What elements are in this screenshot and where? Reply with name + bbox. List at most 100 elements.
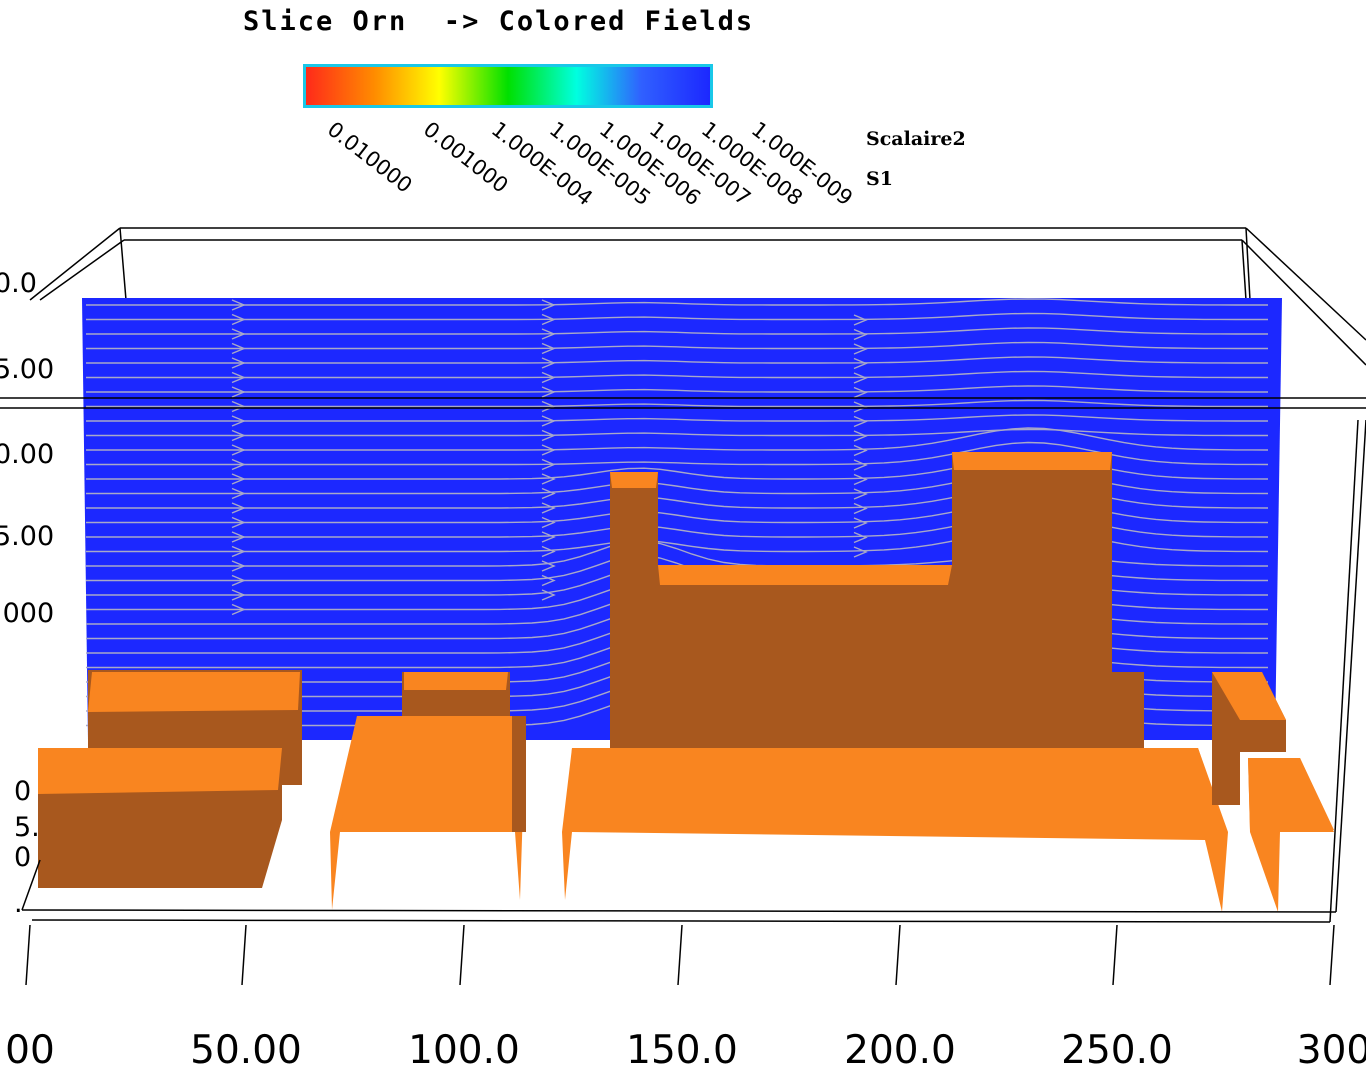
streamline-arrow [231,429,246,442]
streamline-arrow [231,386,246,398]
streamline-arrow [231,328,246,340]
streamline-arrow [541,400,556,413]
streamline-arrow [231,603,246,616]
colorbar-labels: 0.010000 0.0010001.000E-0041.000E-0051.00… [323,117,857,210]
streamline-arrow [541,574,556,587]
building-tall-ledge [658,565,952,585]
y-tick-label: 0.0 [0,268,37,299]
streamline [86,414,1268,422]
streamline [86,428,1268,437]
streamline-arrow [231,574,246,587]
streamline-arrow [853,401,868,413]
streamline-arrow [541,589,556,601]
z-tick-label: 0 [14,776,31,807]
streamline-arrow [853,386,868,399]
streamline-arrow [853,459,868,471]
streamline [86,341,1268,350]
streamline-arrow [853,357,868,370]
y-tick-label: 5.00 [0,354,54,385]
colorbar [303,64,713,108]
streamline-arrow [541,357,556,369]
streamline-arrow [541,458,556,471]
streamline [86,385,1268,393]
streamline [86,427,1269,451]
streamline-arrow [231,299,246,311]
streamline-arrow [853,517,868,529]
streamline-arrow [231,473,246,485]
y-tick-label: .000 [0,598,54,629]
streamline-arrow [853,415,868,428]
building-right-back-top [1212,672,1286,720]
streamline-arrow [231,444,246,456]
streamline-arrow [541,342,556,355]
streamline-arrow [853,546,868,558]
streamline [86,370,1268,379]
streamline-arrow [231,400,246,413]
legend-slice-name: S1 [866,168,893,190]
x-tick [25,924,31,986]
streamline-arrow [231,516,246,529]
building-front-slab-top [566,748,1226,830]
streamline-arrow [231,458,246,471]
streamline-arrow [853,488,868,500]
colorbar-label: 0.010000 [323,117,417,198]
y-tick-label: 5.00 [0,521,54,552]
streamline-arrow [231,371,246,384]
bounding-box-back [119,227,1251,301]
streamline-arrow [541,371,556,384]
x-tick-label: 200.0 [844,1028,956,1073]
x-tick [459,924,465,986]
streamline-arrow [541,444,556,456]
z-tick-label: 0 [14,842,31,873]
building-right-front-top [1248,758,1334,830]
streamline-arrow [231,487,246,500]
x-tick-label: 150.0 [626,1028,738,1073]
streamline-arrow [231,313,246,326]
x-tick-label: 100.0 [408,1028,520,1073]
building-tall [610,452,1144,748]
x-tick [895,924,901,986]
streamline-arrow [541,313,556,326]
x-tick [241,924,247,986]
streamline-arrow [853,473,868,486]
streamline-arrow [853,343,868,355]
x-tick [677,924,683,986]
streamline-arrow [541,502,556,514]
streamline-arrow [541,386,556,398]
streamline-arrow [541,545,556,558]
building-tower-top [952,452,1112,470]
y-tick-label: 0.00 [0,439,54,470]
streamline-arrow [853,502,868,515]
building-front-middle-side [512,716,526,832]
streamline-arrow [541,429,556,442]
x-tick-label: 50.00 [190,1028,302,1073]
streamline [86,298,1268,306]
streamline-arrow [541,299,556,311]
streamline-arrow [853,314,868,326]
streamline-arrow [541,516,556,529]
streamline-arrow [231,560,246,572]
legend-variable-name: Scalaire2 [866,128,966,150]
streamline [86,441,1269,466]
streamline-arrow [231,531,246,543]
streamline-arrow [541,560,556,572]
streamline [86,312,1268,321]
bounding-box-front [0,227,1366,923]
building-back-left-top [88,672,300,712]
streamline [86,399,1268,408]
streamline-arrow [541,473,556,485]
streamline [86,356,1268,364]
x-tick-label: 300 [1297,1028,1366,1073]
streamline-arrow [853,372,868,384]
streamline-arrow [231,357,246,369]
building-left-tower-top [610,472,658,488]
streamline-arrow [541,328,556,340]
x-tick-label: 00 [5,1028,55,1073]
streamline-arrow [231,502,246,514]
obstacles [38,452,1334,912]
streamline-arrow [231,589,246,601]
streamline [86,327,1268,335]
streamline-arrow [541,531,556,543]
streamline-arrow [231,415,246,427]
